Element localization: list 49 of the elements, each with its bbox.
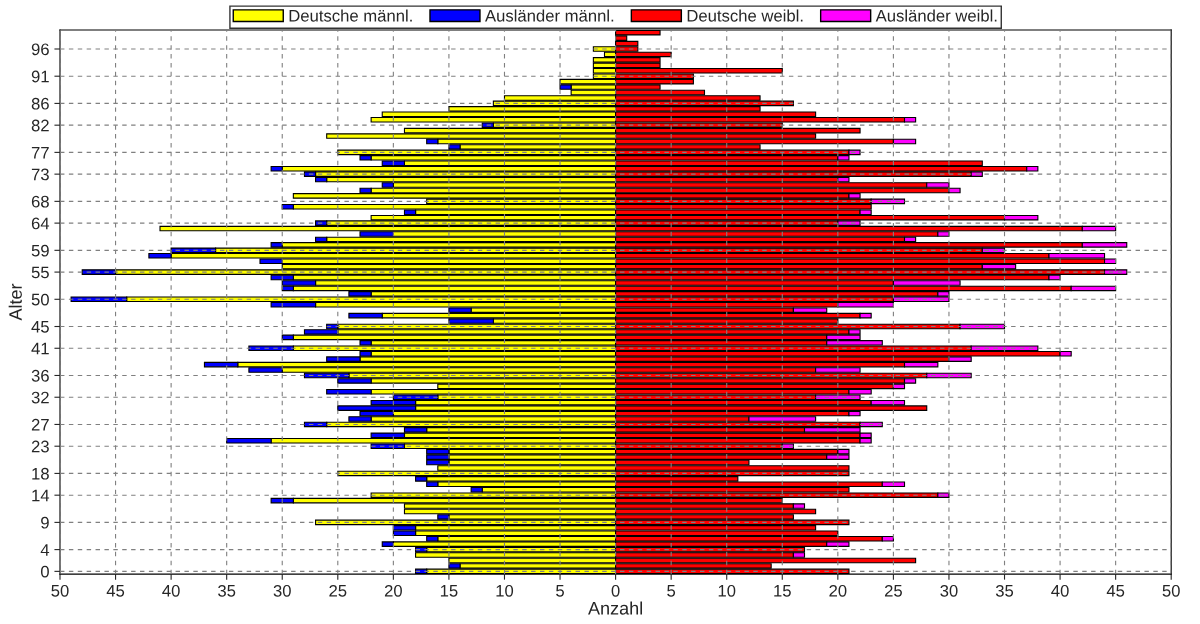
y-tick-label: 64 [31, 217, 50, 230]
y-tick-label: 14 [32, 489, 50, 502]
x-tick-label: 10 [718, 584, 736, 597]
x-tick-label: 45 [1106, 585, 1125, 597]
x-tick-label: 10 [496, 584, 514, 597]
x-tick-label: 50 [51, 584, 69, 597]
y-tick-label: 36 [31, 369, 49, 382]
x-tick-label: 5 [556, 585, 564, 597]
x-tick-label: 15 [440, 585, 458, 597]
y-tick-label: 32 [31, 391, 49, 404]
y-tick-label: 77 [31, 146, 49, 159]
y-tick-label: 59 [31, 244, 49, 257]
legend-label: Deutsche weibl. [687, 9, 803, 22]
x-tick-label: 5 [667, 585, 676, 597]
x-tick-label: 35 [218, 584, 236, 597]
x-tick-label: 25 [884, 584, 902, 597]
x-tick-label: 15 [774, 585, 791, 597]
x-axis-title: Anzahl [588, 601, 642, 615]
y-tick-label: 82 [31, 119, 49, 132]
y-tick-label: 91 [31, 70, 49, 83]
x-tick-label: 20 [384, 584, 402, 597]
y-tick-label: 27 [31, 418, 49, 431]
x-tick-label: 40 [1051, 584, 1069, 597]
y-tick-label: 18 [32, 467, 49, 480]
y-tick-label: 50 [31, 293, 49, 306]
x-tick-label: 50 [1162, 584, 1180, 597]
legend-label: Deutsche männl. [289, 9, 412, 22]
x-tick-label: 25 [329, 584, 347, 597]
legend-label: Ausländer männl. [485, 9, 614, 22]
y-tick-label: 0 [40, 565, 49, 578]
y-tick-label: 4 [40, 544, 50, 556]
x-tick-label: 35 [995, 584, 1014, 597]
y-tick-label: 68 [31, 195, 49, 208]
y-tick-label: 45 [31, 321, 49, 333]
x-tick-label: 30 [940, 584, 958, 597]
y-tick-label: 86 [31, 97, 49, 110]
x-tick-label: 40 [162, 584, 180, 597]
y-axis-title: Alter [8, 283, 22, 321]
x-tick-label: 20 [829, 584, 847, 597]
y-tick-label: 96 [31, 43, 49, 56]
x-tick-label: 0 [611, 584, 620, 597]
y-tick-label: 9 [41, 516, 49, 529]
y-tick-label: 41 [31, 342, 49, 355]
x-tick-label: 30 [273, 584, 291, 597]
y-tick-label: 73 [31, 168, 49, 181]
y-tick-label: 23 [31, 440, 49, 453]
y-tick-label: 55 [31, 266, 49, 279]
legend-label: Ausländer weibl. [875, 9, 997, 22]
x-tick-label: 45 [106, 585, 125, 597]
